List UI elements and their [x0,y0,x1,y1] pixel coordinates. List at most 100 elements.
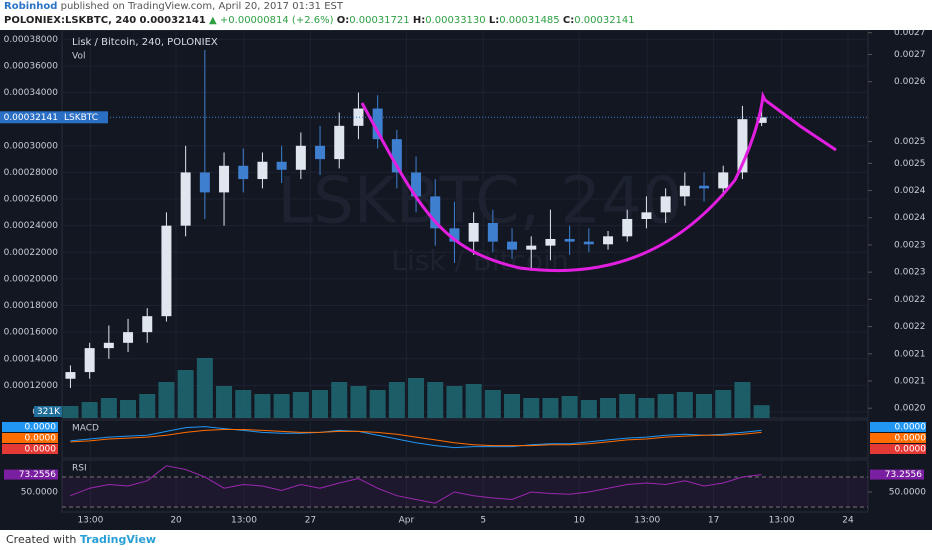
brand[interactable]: TradingView [79,533,157,546]
volume-bar [619,394,636,418]
candle-body [142,316,153,333]
value-tag-label: 73.2556 [19,470,56,480]
quote-line: POLONIEX:LSKBTC, 240 0.00032141 ▲ +0.000… [4,14,932,28]
candle-body [468,223,479,242]
y2-tick-label: 0.0021 [894,349,926,359]
volume-label: 321K [37,407,61,417]
value-tag [870,444,926,454]
volume-name: Vol [72,52,85,62]
x-tick-label: 13:00 [769,516,795,526]
volume-bar [734,382,751,418]
volume-bar [638,398,655,418]
y2-tick-label: 0.0023 [894,240,926,250]
ohlc-value: 0.00031721 [349,15,410,26]
chart-title: Lisk / Bitcoin, 240, POLONIEX [72,37,218,48]
volume-bar [312,390,329,418]
candle-body [718,172,729,189]
volume-bar [600,398,617,418]
volume-bar [542,398,559,418]
y-tick-label: 0.00020000 [4,274,59,284]
y2-tick-label: 0.0027 [894,30,926,38]
value-tag-label: 73.2556 [885,470,922,480]
volume-bar [292,392,309,418]
y-tick-label: 0.00026000 [4,195,59,205]
pane-border [61,419,869,459]
volume-bar [408,378,425,418]
volume-bar [369,390,386,418]
y2-tick-label: 0.0025 [894,137,926,147]
value-tag-label: 0.0000 [25,445,57,455]
candle-body [583,241,594,245]
candle-body [660,196,671,213]
y2-tick-label: 0.0022 [894,322,926,332]
candle-body [180,172,191,226]
value-tag-label: 0.0000 [895,434,927,444]
candle-body [679,185,690,197]
candle-body [526,245,537,250]
volume-bar [158,382,175,418]
value-tag [2,422,58,432]
y2-tick-label: 0.0024 [894,186,926,196]
candle-body [507,241,518,250]
volume-bar [120,400,137,418]
y-tick-label: 0.00038000 [4,35,59,45]
last: 0.00032141 [139,15,206,26]
candle-body [161,225,172,317]
candle-body [123,332,134,343]
y2-tick-label: 0.0020 [894,404,926,414]
candle-body [372,108,383,140]
volume-bar [100,398,117,418]
volume-bar [235,390,252,418]
y-tick-label: 0.00018000 [4,301,59,311]
candle-body [353,108,364,126]
candle-body [545,238,556,246]
candle-body [315,145,326,160]
y-tick-label: 0.00016000 [4,328,59,338]
ohlc-value: 0.00033130 [425,15,486,26]
y2-tick-label: 0.0024 [894,213,926,223]
volume-bar [446,386,463,418]
x-tick-label: 13:00 [77,516,103,526]
header: Robinhod published on TradingView.com, A… [0,0,932,30]
candle-body [603,236,614,245]
y-tick-label: 50.0000 [21,487,58,497]
y-tick-label: 0.00030000 [4,141,59,151]
footer: Created with TradingView [0,530,932,550]
value-tag-label: 0.0000 [895,445,927,455]
volume-bar [561,396,578,418]
volume-tag [34,406,62,417]
candle-body [737,119,748,173]
chart: LSKBTC, 240 Lisk / Bitcoin 13:00 20 13:00 27… [0,30,932,530]
candle-body [756,117,767,123]
volume-bar [504,394,521,418]
author[interactable]: Robinhod [4,1,58,12]
change: ▲ +0.00000814 (+2.6%) [209,15,334,26]
volume-bar [676,392,693,418]
price-tag-symbol: LSKBTC [64,113,98,123]
y2-tick-label: 0.0027 [894,50,926,60]
candle-body [257,161,268,180]
x-tick-label: 24 [842,516,854,526]
volume-bar [196,358,213,418]
candle-body [295,145,306,170]
created: Created with [6,533,77,546]
volume-bar [427,382,444,418]
ohlc-key: L: [488,15,500,26]
pane-border [61,30,869,419]
cup-drawing [360,90,837,273]
series-line [70,465,762,504]
value-tag-label: 0.0000 [25,434,57,444]
series-line [70,426,762,449]
candle-body [487,223,498,242]
price-tag-label: 0.00032141 [4,113,58,123]
value-tag [2,444,58,454]
watermark: LSKBTC, 240 [277,165,682,239]
y-tick-label: 0.00036000 [4,61,59,71]
volume-bar [139,394,156,418]
volume-bar [177,370,194,418]
ohlc: O:0.00031721 H:0.00033130 L:0.00031485 C… [337,15,635,26]
volume-bar [216,386,233,418]
candle-body [103,342,114,349]
ohlc-key: H: [412,15,426,26]
candle-body [238,165,249,180]
